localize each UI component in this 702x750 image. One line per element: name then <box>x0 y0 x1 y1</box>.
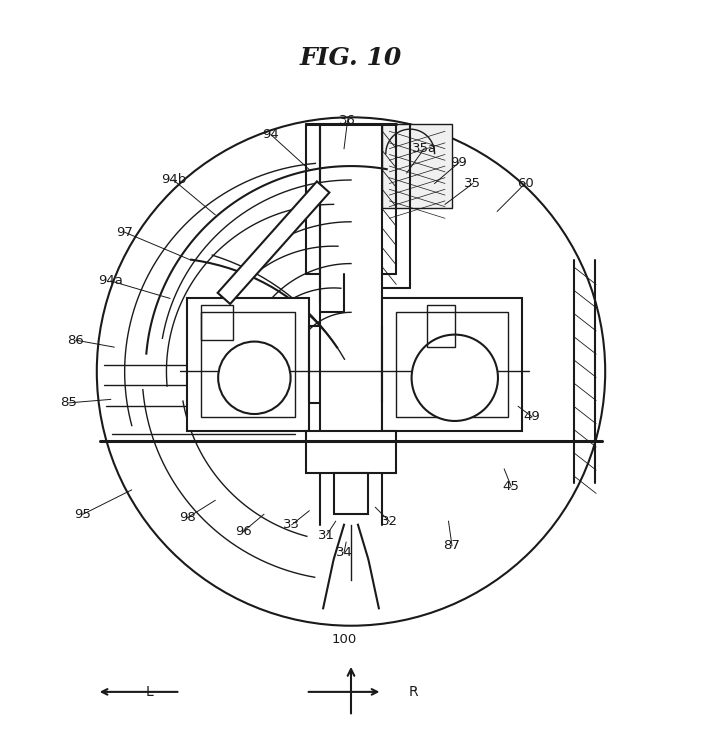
Text: 49: 49 <box>524 410 541 423</box>
Text: 95: 95 <box>74 508 91 520</box>
Bar <box>201 305 232 340</box>
Bar <box>201 312 296 417</box>
Text: 31: 31 <box>318 529 335 542</box>
Circle shape <box>97 117 605 626</box>
Text: 35a: 35a <box>411 142 437 155</box>
Text: R: R <box>409 685 418 699</box>
Text: 86: 86 <box>67 334 84 346</box>
Bar <box>383 298 522 430</box>
Text: 96: 96 <box>234 525 251 538</box>
Text: 60: 60 <box>517 177 534 190</box>
Bar <box>187 298 309 430</box>
Circle shape <box>411 334 498 421</box>
Text: 100: 100 <box>331 633 357 646</box>
Text: 36: 36 <box>339 114 356 128</box>
Text: 45: 45 <box>503 480 519 493</box>
Text: 33: 33 <box>284 518 300 531</box>
Text: L: L <box>145 685 153 699</box>
Text: 34: 34 <box>336 546 352 559</box>
Text: 94: 94 <box>263 128 279 141</box>
Text: 98: 98 <box>179 512 196 524</box>
Text: FIG. 10: FIG. 10 <box>300 46 402 70</box>
Text: 97: 97 <box>117 226 133 238</box>
Text: 94b: 94b <box>161 173 186 187</box>
Text: 94a: 94a <box>98 274 123 287</box>
Text: 32: 32 <box>380 514 398 528</box>
Text: 85: 85 <box>60 396 77 410</box>
Bar <box>396 312 508 417</box>
Text: 99: 99 <box>451 156 468 169</box>
Text: 87: 87 <box>444 539 461 552</box>
Bar <box>306 430 396 472</box>
Polygon shape <box>218 182 329 304</box>
Circle shape <box>218 341 291 414</box>
Text: 35: 35 <box>465 177 482 190</box>
Bar <box>333 472 369 514</box>
Bar <box>427 305 455 347</box>
Bar <box>383 124 452 208</box>
